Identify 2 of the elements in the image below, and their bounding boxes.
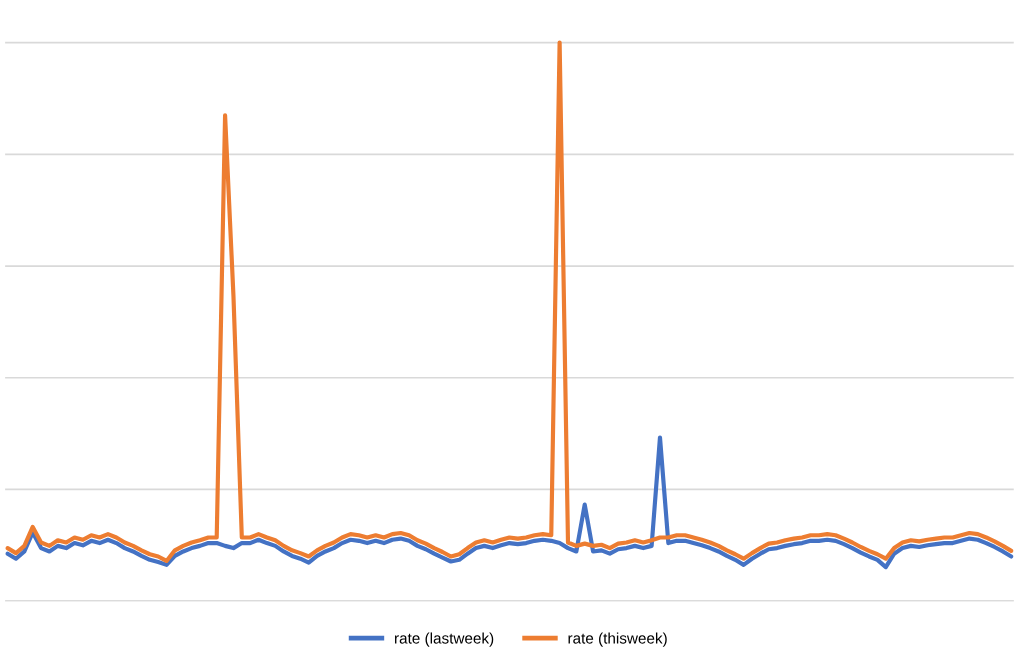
legend-label: rate (thisweek) — [568, 632, 667, 647]
legend-label: rate (lastweek) — [395, 632, 494, 647]
